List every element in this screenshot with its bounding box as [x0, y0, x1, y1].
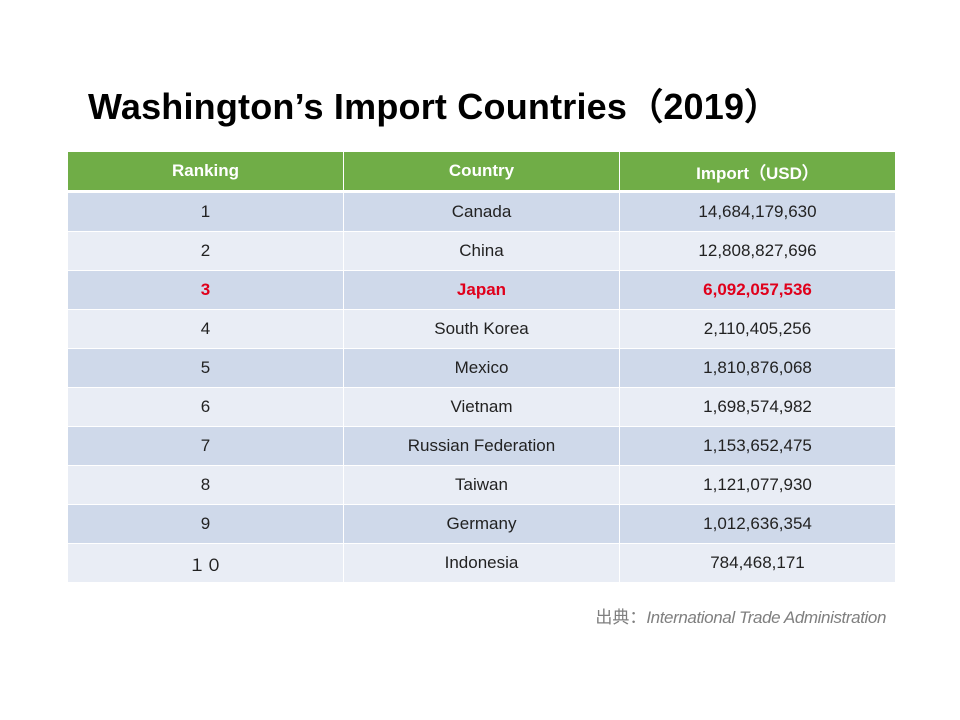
cell-country: Mexico: [343, 348, 620, 388]
cell-ranking: 6: [67, 387, 344, 427]
table-row: 3 Japan 6,092,057,536: [67, 270, 896, 310]
table-row: 1 Canada 14,684,179,630: [67, 191, 896, 232]
cell-country: Canada: [343, 191, 620, 232]
cell-ranking: 9: [67, 504, 344, 544]
cell-country: Germany: [343, 504, 620, 544]
cell-ranking: 1: [67, 191, 344, 232]
page-title: Washington’s Import Countries（2019）: [88, 86, 781, 127]
cell-import: 784,468,171: [619, 543, 896, 583]
cell-import: 2,110,405,256: [619, 309, 896, 349]
import-table: Ranking Country Import（USD） 1 Canada 14,68…: [67, 151, 896, 583]
table-row: 5 Mexico 1,810,876,068: [67, 348, 896, 388]
cell-country: Vietnam: [343, 387, 620, 427]
table-row: 2 China 12,808,827,696: [67, 231, 896, 271]
column-header-ranking: Ranking: [67, 151, 344, 193]
cell-import: 12,808,827,696: [619, 231, 896, 271]
cell-import: 1,121,077,930: [619, 465, 896, 505]
cell-ranking: １０: [67, 543, 344, 583]
table-row: 6 Vietnam 1,698,574,982: [67, 387, 896, 427]
cell-import: 1,698,574,982: [619, 387, 896, 427]
cell-country: South Korea: [343, 309, 620, 349]
cell-import: 1,153,652,475: [619, 426, 896, 466]
table-header-row: Ranking Country Import（USD）: [67, 151, 896, 193]
cell-country: Russian Federation: [343, 426, 620, 466]
table-row: 8 Taiwan 1,121,077,930: [67, 465, 896, 505]
source-prefix: 出典：: [595, 608, 647, 627]
cell-ranking: 5: [67, 348, 344, 388]
cell-ranking: 4: [67, 309, 344, 349]
table-row: 7 Russian Federation 1,153,652,475: [67, 426, 896, 466]
column-header-country: Country: [343, 151, 620, 193]
column-header-import: Import（USD）: [619, 151, 896, 193]
cell-ranking: 8: [67, 465, 344, 505]
cell-ranking: 3: [67, 270, 344, 310]
cell-country: Taiwan: [343, 465, 620, 505]
table-row: １０ Indonesia 784,468,171: [67, 543, 896, 583]
cell-country: China: [343, 231, 620, 271]
source-name: International Trade Administration: [646, 608, 886, 627]
cell-import: 1,810,876,068: [619, 348, 896, 388]
cell-ranking: 7: [67, 426, 344, 466]
cell-import: 1,012,636,354: [619, 504, 896, 544]
cell-import: 6,092,057,536: [619, 270, 896, 310]
cell-country: Indonesia: [343, 543, 620, 583]
cell-country: Japan: [343, 270, 620, 310]
table-body: 1 Canada 14,684,179,630 2 China 12,808,827,69…: [67, 191, 896, 583]
cell-ranking: 2: [67, 231, 344, 271]
table-row: 4 South Korea 2,110,405,256: [67, 309, 896, 349]
table-row: 9 Germany 1,012,636,354: [67, 504, 896, 544]
cell-import: 14,684,179,630: [619, 191, 896, 232]
source-note: 出典：International Trade Administration: [595, 603, 886, 628]
